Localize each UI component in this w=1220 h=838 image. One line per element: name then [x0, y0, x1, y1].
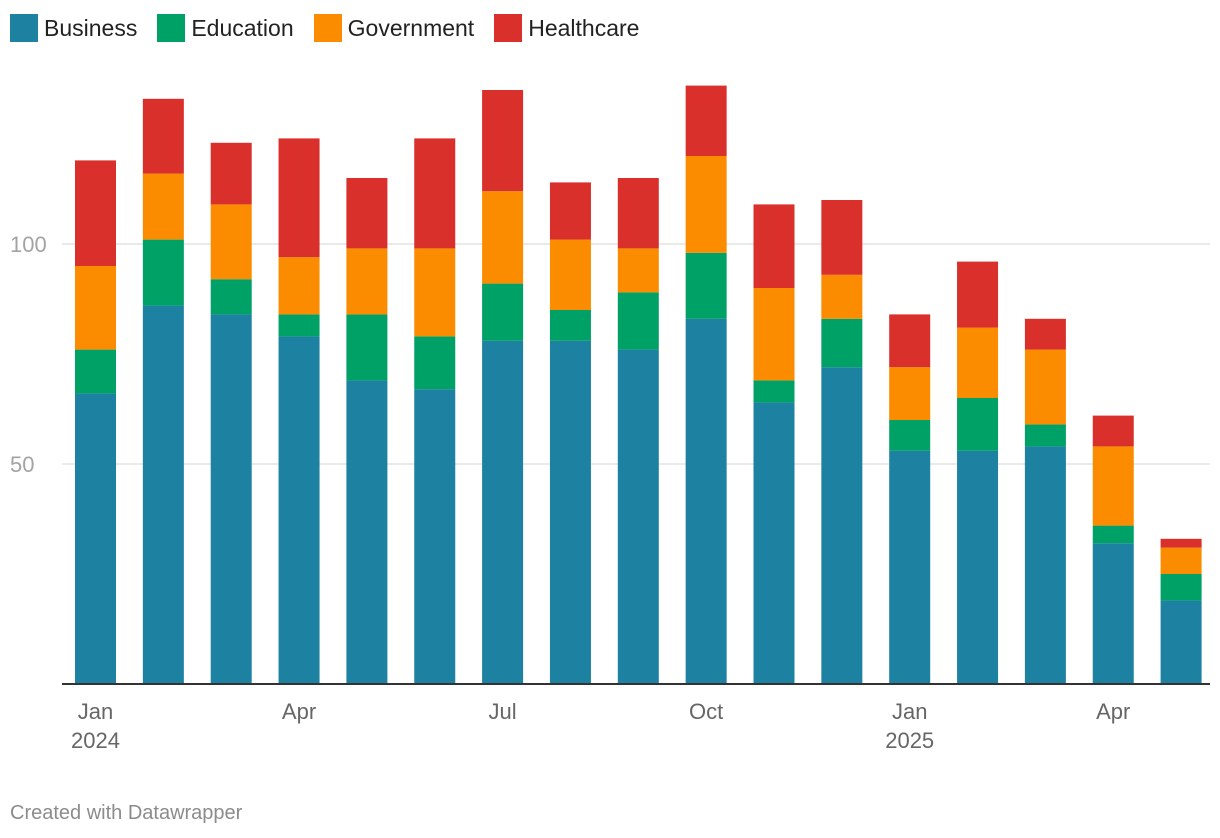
legend: Business Education Government Healthcare	[10, 13, 659, 43]
y-tick-label: 50	[10, 452, 34, 477]
bar-government-2025-04[interactable]	[1092, 446, 1134, 526]
x-tick-label: Apr	[1096, 699, 1130, 724]
bar-education-2025-04[interactable]	[1092, 525, 1134, 544]
bar-business-2024-08[interactable]	[549, 340, 591, 684]
bar-business-2024-01[interactable]	[75, 393, 116, 684]
bar-government-2024-09[interactable]	[617, 248, 659, 293]
bar-business-2024-11[interactable]	[753, 402, 795, 684]
bar-education-2025-05[interactable]	[1160, 574, 1202, 601]
bar-healthcare-2025-05[interactable]	[1160, 538, 1202, 548]
bar-healthcare-2025-03[interactable]	[1024, 318, 1066, 350]
legend-label: Business	[44, 14, 138, 41]
legend-label: Healthcare	[528, 14, 640, 41]
bar-healthcare-2025-01[interactable]	[889, 314, 931, 368]
x-tick-label: Jan	[892, 699, 927, 724]
bar-business-2025-03[interactable]	[1024, 446, 1066, 684]
legend-item-government: Government	[313, 14, 475, 42]
bar-business-2024-09[interactable]	[617, 349, 659, 684]
bar-healthcare-2024-06[interactable]	[414, 138, 456, 249]
legend-label: Government	[347, 14, 475, 41]
bar-business-2025-01[interactable]	[889, 450, 931, 684]
bar-healthcare-2024-04[interactable]	[278, 138, 320, 258]
x-tick-label: Oct	[689, 699, 723, 724]
legend-swatch	[494, 14, 523, 42]
bar-government-2024-04[interactable]	[278, 257, 320, 315]
bar-education-2024-02[interactable]	[142, 239, 184, 306]
bar-government-2024-06[interactable]	[414, 248, 456, 337]
bar-government-2025-02[interactable]	[957, 327, 999, 398]
legend-item-healthcare: Healthcare	[494, 14, 639, 42]
bar-education-2024-10[interactable]	[685, 252, 727, 319]
x-tick-label: Apr	[282, 699, 316, 724]
bar-healthcare-2024-01[interactable]	[75, 160, 116, 266]
bar-education-2024-11[interactable]	[753, 380, 795, 403]
bar-government-2025-03[interactable]	[1024, 349, 1066, 425]
bar-business-2024-02[interactable]	[142, 305, 184, 684]
bar-business-2024-05[interactable]	[346, 380, 388, 684]
bar-government-2024-10[interactable]	[685, 156, 727, 253]
bar-education-2024-05[interactable]	[346, 314, 388, 381]
bar-healthcare-2024-05[interactable]	[346, 178, 388, 249]
bar-healthcare-2025-02[interactable]	[957, 261, 999, 328]
legend-swatch	[313, 14, 342, 42]
x-tick-label: Jan	[78, 699, 113, 724]
bar-healthcare-2024-08[interactable]	[549, 182, 591, 240]
x-tick-year-label: 2024	[71, 728, 120, 753]
bar-business-2024-12[interactable]	[821, 367, 863, 684]
bar-government-2024-03[interactable]	[210, 204, 252, 280]
bar-education-2024-03[interactable]	[210, 279, 252, 315]
bar-healthcare-2024-02[interactable]	[142, 98, 184, 174]
bar-education-2024-08[interactable]	[549, 310, 591, 341]
bar-government-2024-12[interactable]	[821, 274, 863, 319]
bar-education-2024-12[interactable]	[821, 318, 863, 368]
legend-label: Education	[191, 14, 294, 41]
bar-government-2024-05[interactable]	[346, 248, 388, 315]
credit-footer[interactable]: Created with Datawrapper	[10, 802, 243, 824]
bar-business-2024-06[interactable]	[414, 389, 456, 684]
legend-swatch	[10, 14, 38, 42]
bar-education-2024-06[interactable]	[414, 336, 456, 390]
legend-item-education: Education	[157, 14, 294, 42]
bar-government-2024-07[interactable]	[482, 191, 524, 284]
bar-healthcare-2024-11[interactable]	[753, 204, 795, 288]
bar-government-2024-01[interactable]	[75, 266, 116, 350]
bar-education-2024-04[interactable]	[278, 314, 320, 337]
bar-healthcare-2024-09[interactable]	[617, 178, 659, 249]
bar-business-2024-04[interactable]	[278, 336, 320, 684]
x-tick-year-label: 2025	[885, 728, 934, 753]
bar-business-2024-03[interactable]	[210, 314, 252, 684]
bar-education-2024-09[interactable]	[617, 292, 659, 350]
legend-item-business: Business	[10, 14, 137, 42]
bar-government-2025-01[interactable]	[889, 367, 931, 420]
bar-business-2025-02[interactable]	[957, 450, 999, 684]
bar-education-2024-07[interactable]	[482, 283, 524, 341]
bar-business-2025-04[interactable]	[1092, 543, 1134, 684]
bar-healthcare-2024-03[interactable]	[210, 142, 252, 205]
bar-government-2024-11[interactable]	[753, 288, 795, 381]
bar-business-2025-05[interactable]	[1160, 600, 1202, 684]
y-tick-label: 100	[10, 232, 47, 257]
bar-healthcare-2024-07[interactable]	[482, 90, 524, 192]
bar-education-2025-01[interactable]	[889, 420, 931, 451]
bar-business-2024-10[interactable]	[685, 318, 727, 684]
bar-education-2025-02[interactable]	[957, 398, 999, 451]
bar-government-2024-08[interactable]	[549, 239, 591, 310]
bar-education-2024-01[interactable]	[75, 349, 116, 394]
x-tick-label: Jul	[489, 699, 517, 724]
bar-education-2025-03[interactable]	[1024, 424, 1066, 447]
bar-healthcare-2024-12[interactable]	[821, 200, 863, 275]
bar-government-2024-02[interactable]	[142, 173, 184, 240]
bar-government-2025-05[interactable]	[1160, 547, 1202, 574]
bar-healthcare-2025-04[interactable]	[1092, 415, 1134, 447]
bar-healthcare-2024-10[interactable]	[685, 85, 727, 156]
bar-business-2024-07[interactable]	[482, 340, 524, 684]
legend-swatch	[157, 14, 186, 42]
